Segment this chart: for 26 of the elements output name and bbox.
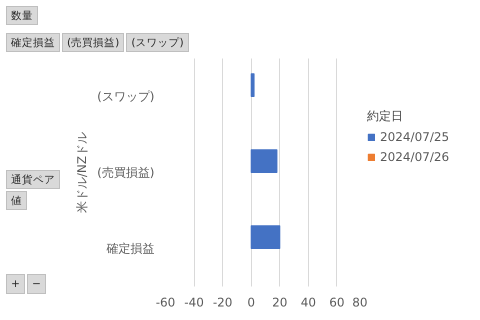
bar [250, 149, 278, 173]
x-tick-label: -20 [212, 296, 232, 310]
y-axis-title: 米ドル/NZドル [75, 132, 90, 214]
legend-title: 約定日 [367, 108, 404, 125]
bar [250, 225, 280, 249]
field-button: + [6, 274, 25, 294]
field-button: (売買損益) [62, 33, 124, 52]
field-button: 通貨ペア [6, 170, 60, 190]
x-tick-label: 0 [247, 296, 256, 310]
x-tick-label: 40 [300, 296, 316, 310]
field-button: 確定損益 [6, 33, 60, 52]
y-tick-label: (スワップ) [97, 90, 155, 104]
x-tick-label: -60 [156, 296, 176, 310]
y-tick-label: (売買損益) [97, 166, 155, 180]
legend-label: 2024/07/25 [380, 130, 450, 144]
x-tick-label: -40 [184, 296, 204, 310]
y-tick-label: 確定損益 [106, 242, 154, 256]
legend-label: 2024/07/26 [380, 150, 450, 164]
field-button: 値 [6, 191, 27, 210]
x-tick-label: 60 [329, 296, 345, 310]
field-button: (スワップ) [126, 33, 189, 52]
x-tick-label: 20 [272, 296, 288, 310]
x-tick-label: 80 [352, 296, 368, 310]
field-button: 数量 [6, 6, 38, 26]
bar [250, 73, 255, 97]
field-button: − [26, 274, 46, 294]
